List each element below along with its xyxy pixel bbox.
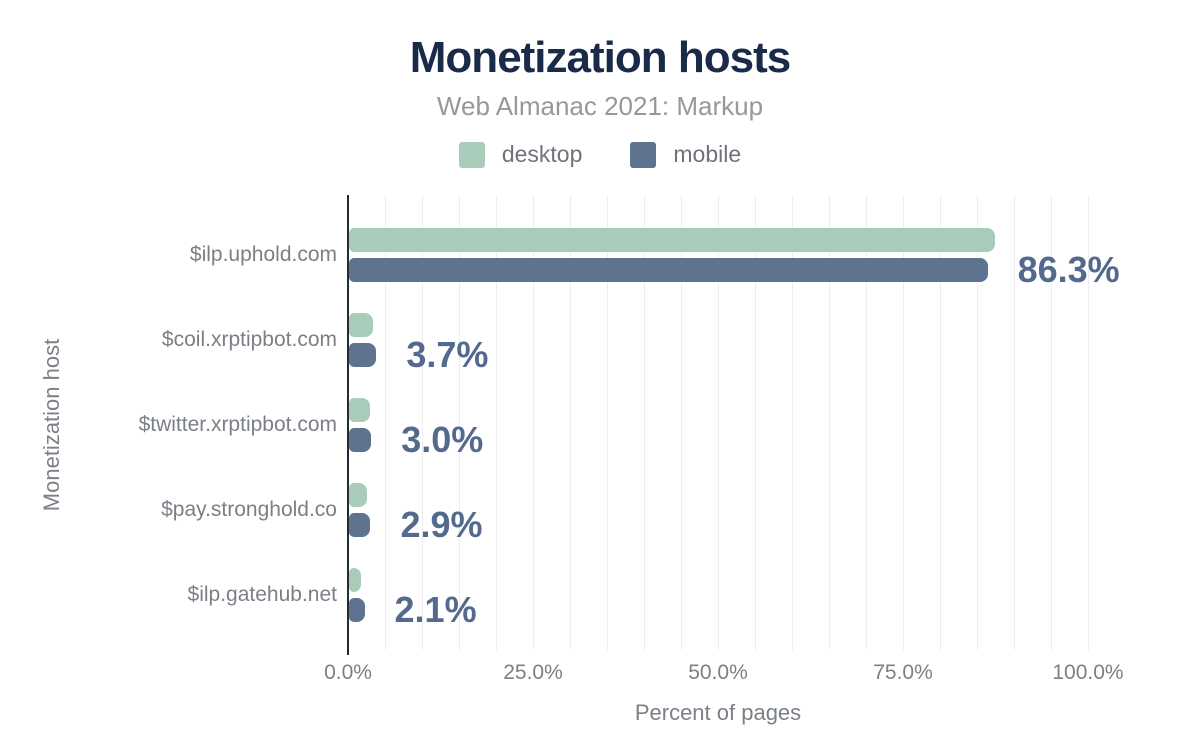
gridline-40 xyxy=(644,195,645,650)
x-tick-label: 50.0% xyxy=(688,661,748,684)
gridline-65 xyxy=(829,195,830,650)
x-tick-label: 75.0% xyxy=(873,661,933,684)
bar-mobile xyxy=(349,598,365,622)
chart-title: Monetization hosts xyxy=(409,33,791,82)
bar-mobile xyxy=(349,343,377,367)
gridline-95 xyxy=(1051,195,1052,650)
bar-desktop xyxy=(349,228,996,252)
chart-subtitle: Web Almanac 2021: Markup xyxy=(436,91,764,121)
value-label: 86.3% xyxy=(1017,249,1120,290)
value-label: 2.9% xyxy=(400,504,483,545)
bar-mobile xyxy=(349,428,372,452)
gridline-60 xyxy=(792,195,793,650)
category-label: $twitter.xrptipbot.com xyxy=(138,413,337,436)
bar-desktop xyxy=(349,313,373,337)
gridline-10 xyxy=(422,195,423,650)
value-label: 3.7% xyxy=(406,334,489,375)
x-axis-title: Percent of pages xyxy=(634,700,802,725)
x-tick-label: 25.0% xyxy=(503,661,563,684)
bar-desktop xyxy=(349,568,361,592)
value-label: 3.0% xyxy=(401,419,484,460)
bar-mobile xyxy=(349,258,988,282)
x-tick-label: 100.0% xyxy=(1052,661,1124,684)
legend-swatch-mobile-icon xyxy=(630,141,657,168)
y-axis-line xyxy=(347,195,349,655)
bar-desktop xyxy=(349,398,371,422)
gridline-20 xyxy=(496,195,497,650)
legend-item-desktop: desktop xyxy=(458,141,583,168)
gridline-85 xyxy=(977,195,978,650)
gridline-30 xyxy=(570,195,571,650)
gridline-100 xyxy=(1088,195,1089,650)
y-axis-title: Monetization host xyxy=(39,338,64,512)
legend-swatch-desktop-icon xyxy=(458,141,485,168)
gridline-75 xyxy=(903,195,904,650)
x-tick-label: 0.0% xyxy=(324,661,372,684)
value-label: 2.1% xyxy=(394,589,477,630)
category-label: $ilp.uphold.com xyxy=(189,243,337,266)
legend: desktop mobile xyxy=(0,141,1200,168)
legend-label-mobile: mobile xyxy=(673,141,742,167)
bar-desktop xyxy=(349,483,367,507)
gridline-35 xyxy=(607,195,608,650)
gridline-50 xyxy=(718,195,719,650)
gridline-55 xyxy=(755,195,756,650)
gridline-70 xyxy=(866,195,867,650)
gridline-80 xyxy=(940,195,941,650)
category-label: $pay.stronghold.co xyxy=(161,498,337,521)
gridline-25 xyxy=(533,195,534,650)
legend-item-mobile: mobile xyxy=(630,141,741,168)
category-label: $ilp.gatehub.net xyxy=(187,583,337,606)
gridline-15 xyxy=(459,195,460,650)
gridline-90 xyxy=(1014,195,1015,650)
legend-label-desktop: desktop xyxy=(501,141,583,167)
gridline-45 xyxy=(681,195,682,650)
category-label: $coil.xrptipbot.com xyxy=(161,328,337,351)
gridline-5 xyxy=(385,195,386,650)
bar-mobile xyxy=(349,513,371,537)
